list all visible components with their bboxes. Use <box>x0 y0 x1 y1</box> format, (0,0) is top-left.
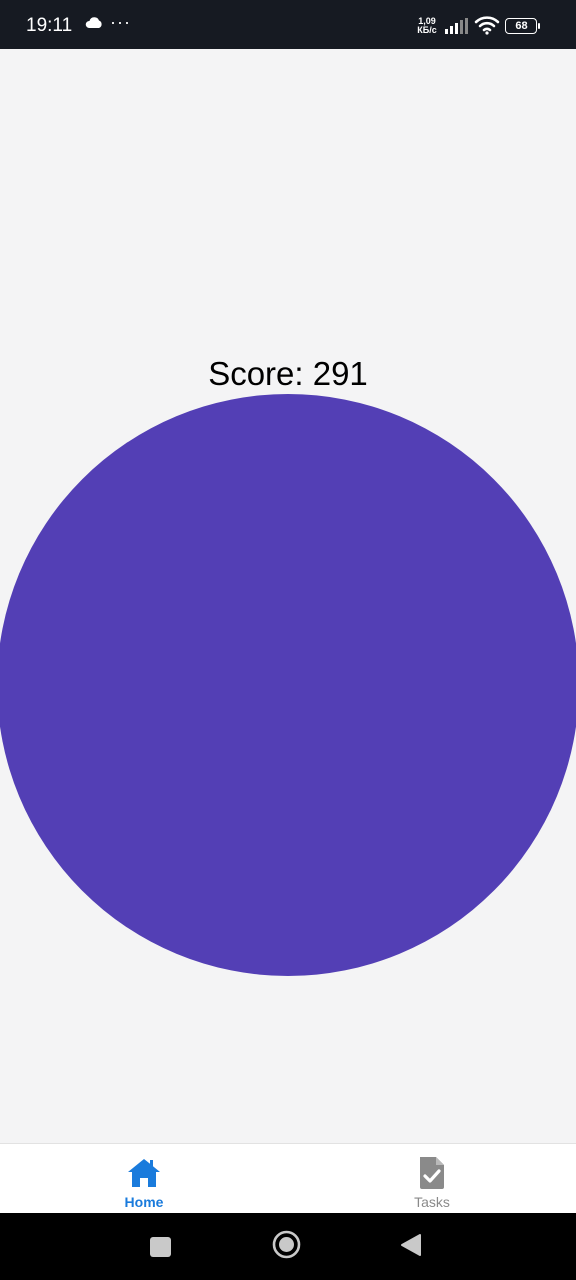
tab-home-label: Home <box>124 1194 164 1210</box>
network-speed-unit: КБ/с <box>417 25 437 35</box>
wifi-icon <box>474 15 500 40</box>
network-speed-value: 1,09 <box>418 16 436 26</box>
cloud-icon <box>84 16 104 36</box>
tab-home[interactable]: Home <box>0 1144 288 1214</box>
status-time: 19:11 <box>26 15 73 36</box>
tap-circle[interactable] <box>0 394 576 976</box>
back-icon[interactable] <box>400 1233 422 1262</box>
recents-icon[interactable] <box>150 1237 171 1257</box>
score-label: Score: 291 <box>208 355 368 392</box>
cell-signal-icon <box>443 18 469 39</box>
tab-tasks-label: Tasks <box>414 1194 450 1210</box>
task-document-icon <box>414 1156 450 1190</box>
battery-level: 68 <box>515 20 528 32</box>
network-speed: 1,09 КБ/с <box>414 17 440 35</box>
home-icon <box>126 1156 162 1190</box>
more-notifications-icon: ··· <box>110 12 131 32</box>
home-circle-icon[interactable] <box>272 1230 301 1259</box>
main-content: Score: 291 <box>0 49 576 1143</box>
bottom-tab-bar: Home Tasks <box>0 1143 576 1214</box>
system-navigation-bar <box>0 1213 576 1280</box>
tab-tasks[interactable]: Tasks <box>288 1144 576 1214</box>
battery-icon: 68 <box>505 18 540 34</box>
status-bar: 19:11 ··· 1,09 КБ/с 68 <box>0 0 576 49</box>
